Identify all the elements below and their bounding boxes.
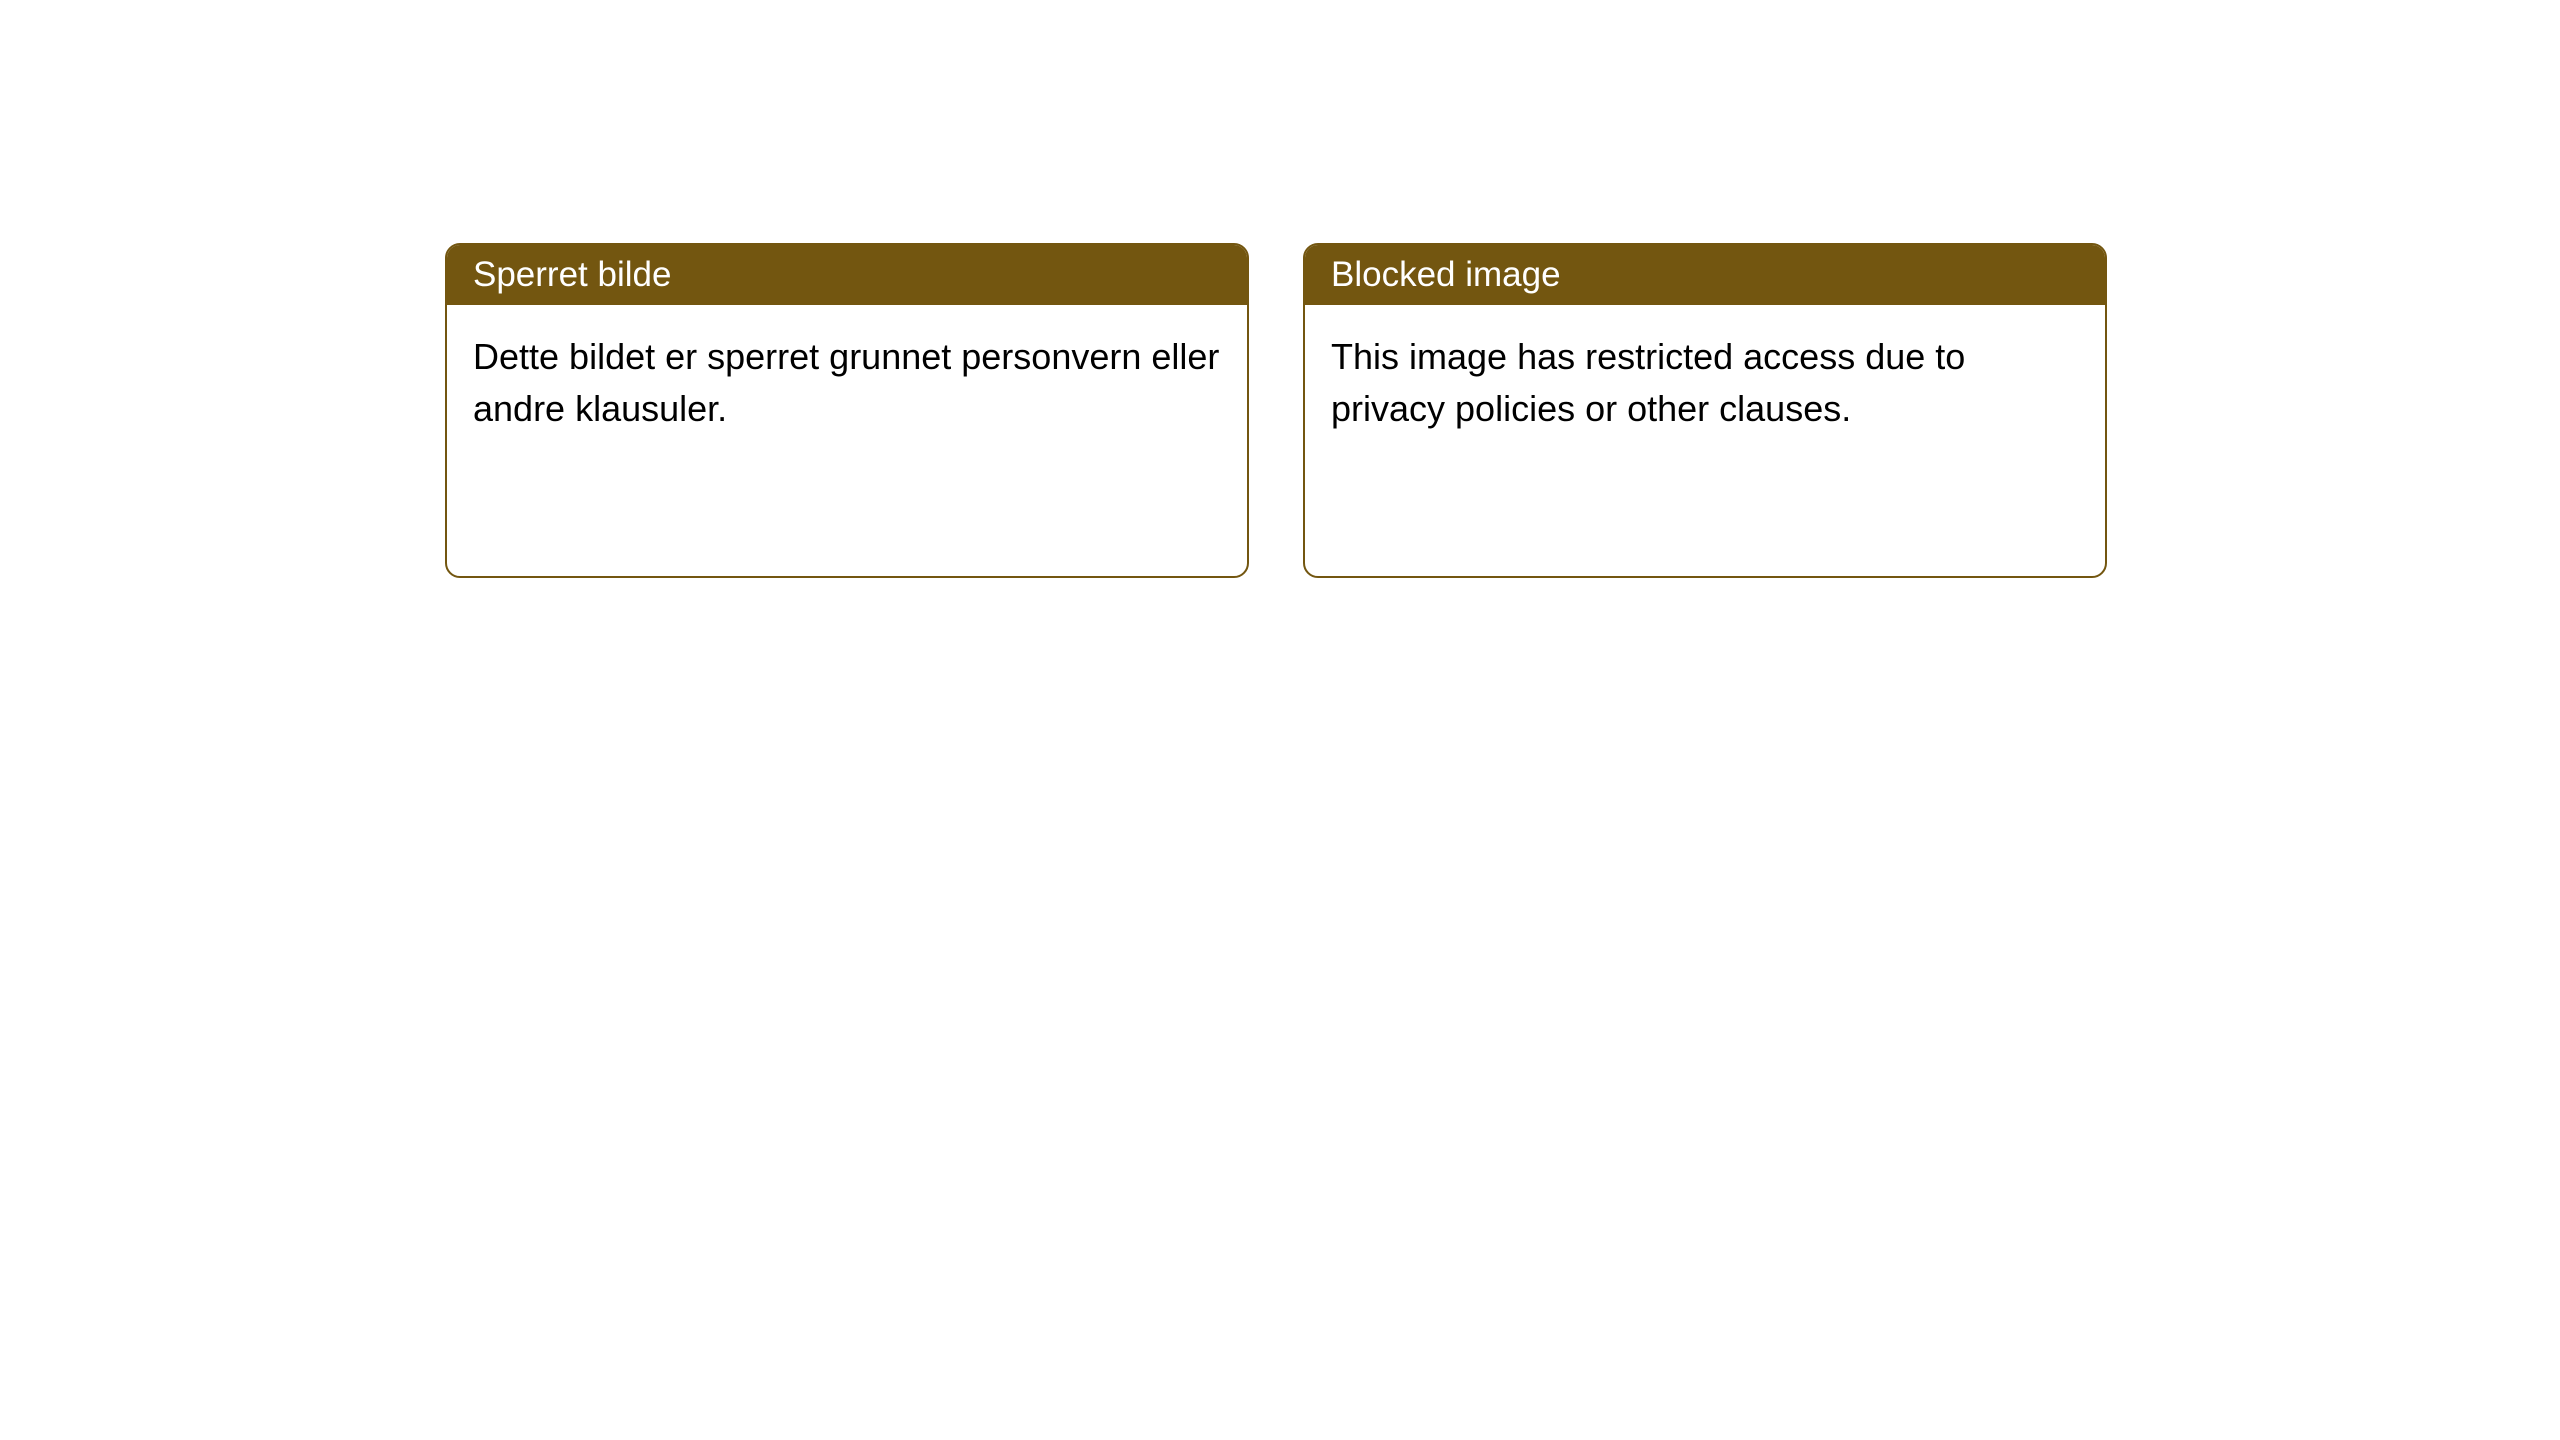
notice-box-english: Blocked image This image has restricted … xyxy=(1303,243,2107,578)
notice-body: This image has restricted access due to … xyxy=(1305,305,2105,461)
notice-body-text: Dette bildet er sperret grunnet personve… xyxy=(473,336,1219,429)
notice-title: Sperret bilde xyxy=(473,255,671,294)
notice-box-norwegian: Sperret bilde Dette bildet er sperret gr… xyxy=(445,243,1249,578)
notice-header: Blocked image xyxy=(1305,245,2105,305)
notice-container: Sperret bilde Dette bildet er sperret gr… xyxy=(0,0,2560,578)
notice-header: Sperret bilde xyxy=(447,245,1247,305)
notice-title: Blocked image xyxy=(1331,255,1561,294)
notice-body: Dette bildet er sperret grunnet personve… xyxy=(447,305,1247,461)
notice-body-text: This image has restricted access due to … xyxy=(1331,336,1965,429)
